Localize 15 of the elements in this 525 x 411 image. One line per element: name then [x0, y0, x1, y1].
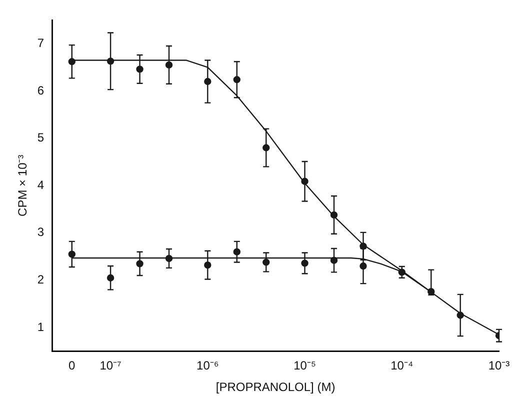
y-tick-label: 1 — [37, 320, 44, 334]
y-tick-label: 6 — [37, 83, 44, 98]
y-tick-label: 4 — [37, 178, 44, 192]
x-tick-label: 10⁻⁴ — [390, 358, 414, 373]
x-axis-title: [PROPRANOLOL] (M) — [216, 380, 336, 394]
x-tick-label: 10⁻⁷ — [100, 358, 122, 373]
x-tick-label: 10⁻⁵ — [294, 358, 316, 373]
x-tick-label: 10⁻³ — [488, 358, 510, 373]
y-tick-label: 3 — [37, 225, 44, 240]
y-tick-label: 7 — [37, 36, 44, 50]
y-tick-label: 2 — [37, 272, 44, 287]
x-tick-label: 10⁻⁶ — [196, 358, 219, 373]
x-tick-label: 0 — [68, 358, 76, 373]
y-tick-label: 5 — [37, 130, 44, 145]
y-axis-title: CPM × 10⁻³ — [16, 154, 30, 216]
